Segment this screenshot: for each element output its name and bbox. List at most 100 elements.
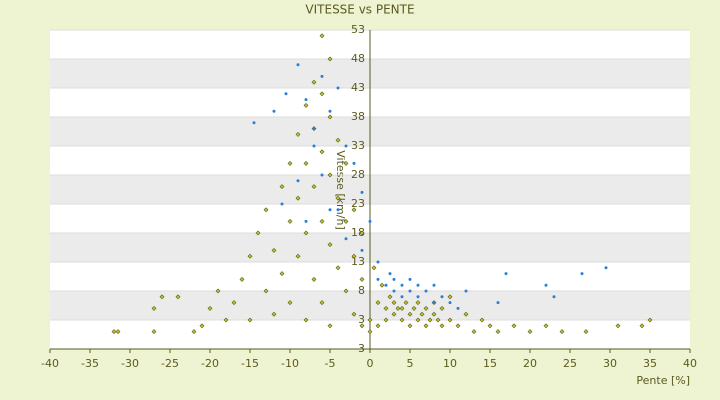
point — [647, 317, 653, 323]
point — [336, 86, 340, 90]
point — [335, 195, 341, 201]
point — [583, 329, 589, 335]
point — [303, 102, 309, 108]
point — [295, 131, 301, 137]
point — [604, 266, 608, 270]
point — [419, 311, 425, 317]
point — [431, 311, 437, 317]
point — [408, 289, 412, 293]
point — [344, 144, 348, 148]
point — [391, 300, 397, 306]
point — [296, 63, 300, 67]
x-tick-label: 5 — [407, 357, 414, 370]
point — [343, 288, 349, 294]
point — [207, 305, 213, 311]
point — [439, 323, 445, 329]
point — [432, 301, 436, 305]
point — [463, 311, 469, 317]
point — [375, 300, 381, 306]
point — [351, 311, 357, 317]
point — [411, 305, 417, 311]
point — [327, 172, 333, 178]
point — [427, 317, 433, 323]
x-tick-label: 30 — [603, 357, 617, 370]
point — [335, 265, 341, 271]
point — [327, 56, 333, 62]
point — [151, 329, 157, 335]
point — [375, 323, 381, 329]
x-tick-label: 25 — [563, 357, 577, 370]
point — [367, 317, 373, 323]
point — [327, 114, 333, 120]
point — [351, 207, 357, 213]
point — [303, 317, 309, 323]
point — [328, 208, 332, 212]
y-tick-label: 18 — [351, 226, 365, 239]
point — [416, 295, 420, 299]
point — [296, 179, 300, 183]
point — [352, 161, 356, 165]
point — [271, 247, 277, 253]
point — [435, 317, 441, 323]
point — [284, 92, 288, 96]
point — [255, 230, 261, 236]
point — [159, 294, 165, 300]
point — [295, 253, 301, 259]
point — [115, 329, 121, 335]
point — [552, 295, 556, 299]
point — [392, 277, 396, 281]
point — [387, 294, 393, 300]
point — [487, 323, 493, 329]
point — [360, 190, 364, 194]
point — [383, 305, 389, 311]
point — [359, 230, 365, 236]
y-tick-label: 3 — [358, 313, 365, 326]
x-tick-label: 35 — [643, 357, 657, 370]
point — [359, 276, 365, 282]
point — [447, 317, 453, 323]
point — [191, 329, 197, 335]
point — [252, 121, 256, 125]
y-tick-label: 28 — [351, 168, 365, 181]
point — [303, 230, 309, 236]
point — [304, 98, 308, 102]
point — [400, 283, 404, 287]
x-tick-label: 10 — [443, 357, 457, 370]
x-tick-label: -35 — [81, 357, 99, 370]
point — [440, 295, 444, 299]
point — [544, 283, 548, 287]
point — [239, 276, 245, 282]
point — [311, 276, 317, 282]
y-tick-label: 38 — [351, 110, 365, 123]
point — [319, 91, 325, 97]
point — [175, 294, 181, 300]
point — [407, 311, 413, 317]
y-tick-label: 43 — [351, 81, 365, 94]
point — [111, 329, 117, 335]
point — [287, 300, 293, 306]
point — [527, 329, 533, 335]
x-tick-label: -5 — [325, 357, 336, 370]
y-tick-label: 23 — [351, 197, 365, 210]
point — [311, 79, 317, 85]
point — [327, 323, 333, 329]
point — [471, 329, 477, 335]
point — [351, 253, 357, 259]
x-tick-label: 40 — [683, 357, 697, 370]
y-tick-label: 33 — [351, 139, 365, 152]
point — [439, 305, 445, 311]
point — [280, 202, 284, 206]
point — [403, 300, 409, 306]
point — [319, 218, 325, 224]
point — [511, 323, 517, 329]
point — [415, 300, 421, 306]
point — [376, 260, 380, 264]
point — [392, 289, 396, 293]
point — [371, 265, 377, 271]
point — [504, 272, 508, 276]
point — [263, 288, 269, 294]
point — [424, 289, 428, 293]
point — [312, 144, 316, 148]
point — [368, 219, 372, 223]
x-axis-label: Pente [%] — [636, 374, 690, 387]
